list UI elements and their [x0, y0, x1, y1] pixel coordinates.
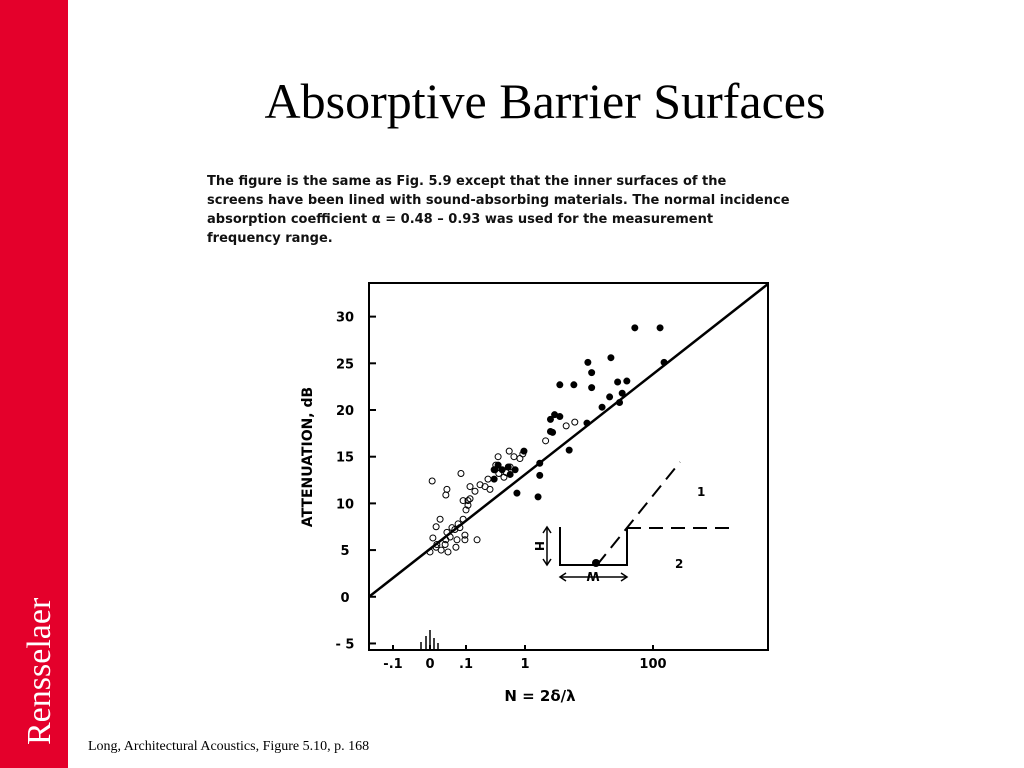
caption: The figure is the same as Fig. 5.9 excep… [207, 174, 790, 246]
data-point [631, 324, 639, 332]
y-tick-label: 10 [336, 497, 354, 512]
data-point [534, 493, 542, 501]
data-point [484, 475, 492, 483]
data-point [462, 506, 470, 514]
data-point [461, 531, 469, 539]
data-point [571, 418, 579, 426]
data-point [536, 471, 544, 479]
caption-line: The figure is the same as Fig. 5.9 excep… [207, 174, 727, 189]
data-point [504, 463, 512, 471]
data-point [443, 485, 451, 493]
arrow-head [542, 525, 552, 534]
x-tick-label: -.1 [383, 657, 402, 672]
data-point [494, 453, 502, 461]
data-point [464, 497, 472, 505]
data-point [546, 427, 554, 435]
data-point [588, 369, 596, 377]
data-point [584, 358, 592, 366]
y-tick-label: 15 [336, 451, 354, 466]
data-point [441, 540, 449, 548]
data-point [556, 381, 564, 389]
data-point [459, 497, 467, 505]
caption-line: screens have been lined with sound-absor… [207, 193, 790, 208]
x-axis-label: N = 2δ/λ [504, 687, 576, 705]
data-point [473, 536, 481, 544]
data-point [444, 548, 452, 556]
data-point [442, 491, 450, 499]
x-tick-label: 1 [520, 657, 529, 672]
data-point [598, 403, 606, 411]
data-point [498, 466, 506, 474]
data-point [490, 475, 498, 483]
dashed-line [596, 461, 681, 566]
theory-line [368, 282, 769, 598]
arrow-head [558, 572, 567, 582]
barrier [559, 527, 628, 566]
plot-frame [368, 282, 769, 651]
y-axis-label: ATTENUATION, dB [300, 387, 316, 527]
x-tick-label: .1 [459, 657, 473, 672]
data-point [511, 466, 519, 474]
data-point [452, 543, 460, 551]
data-point [505, 447, 513, 455]
data-point [546, 415, 554, 423]
y-tick-label: 0 [340, 591, 349, 606]
data-point [588, 384, 596, 392]
data-point [466, 483, 474, 491]
data-point [428, 477, 436, 485]
inset-label: W [586, 569, 599, 583]
data-point [607, 354, 615, 362]
inset-label: 2 [675, 557, 683, 571]
data-point [466, 495, 474, 503]
footer: Long, Architectural Acoustics, Figure 5.… [88, 739, 369, 754]
data-point [491, 466, 499, 474]
inset-label: H [532, 541, 546, 551]
data-point [520, 447, 528, 455]
data-point [542, 437, 550, 445]
data-point [494, 461, 502, 469]
data-point [486, 485, 494, 493]
x-tick-label: 0 [425, 657, 434, 672]
y-tick-label: 25 [336, 357, 354, 372]
data-point [432, 523, 440, 531]
data-point [436, 515, 444, 523]
data-point [623, 377, 631, 385]
data-point [656, 324, 664, 332]
arrow-head [542, 558, 552, 567]
data-point [471, 487, 479, 495]
data-point [606, 393, 614, 401]
data-point [464, 501, 472, 509]
data-point [510, 453, 518, 461]
data-point [565, 446, 573, 454]
data-point [562, 422, 570, 430]
data-point [614, 378, 622, 386]
data-point [453, 536, 461, 544]
slide-title: Absorptive Barrier Surfaces [265, 73, 826, 129]
caption-line: frequency range. [207, 231, 333, 246]
sidebar [0, 0, 68, 768]
inset-label: 1 [697, 485, 705, 499]
source-dot [592, 559, 600, 567]
y-tick-label: 5 [340, 544, 349, 559]
caption-line: absorption coefficient α = 0.48 – 0.93 w… [207, 212, 713, 227]
x-tick-label: 100 [639, 657, 666, 672]
inset-labels: 1 2 H W [532, 485, 705, 583]
data-point [457, 470, 465, 478]
data-point [570, 381, 578, 389]
inset-diagram [542, 461, 737, 582]
data-point [618, 389, 626, 397]
data-point [461, 536, 469, 544]
sidebar-text: Rensselaer [21, 597, 58, 745]
data-point [556, 413, 564, 421]
arrow-head [620, 572, 629, 582]
data-point [429, 534, 437, 542]
y-tick-label: - 5 [336, 637, 355, 652]
data-point [513, 489, 521, 497]
y-tick-label: 30 [336, 311, 354, 326]
data-point [506, 470, 514, 478]
y-tick-label: 20 [336, 404, 354, 419]
